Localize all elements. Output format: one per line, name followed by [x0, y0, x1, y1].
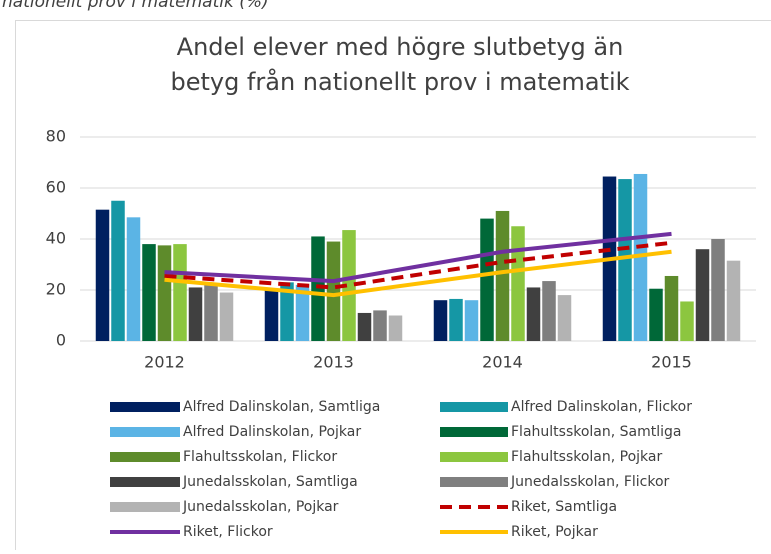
bar [96, 210, 110, 341]
bar [527, 287, 541, 341]
bar [311, 236, 325, 341]
bar [480, 219, 494, 341]
bar [173, 244, 187, 341]
y-tick-label: 0 [56, 331, 66, 350]
y-tick-label: 60 [46, 178, 66, 197]
bar [158, 245, 172, 341]
legend-swatch [110, 427, 180, 437]
legend-label: Junedalsskolan, Flickor [510, 474, 670, 490]
bar [558, 295, 572, 341]
legend-label: Riket, Pojkar [511, 524, 598, 540]
bar [496, 211, 510, 341]
bar [649, 289, 663, 341]
bar [711, 239, 725, 341]
bar [618, 179, 632, 341]
legend-label: Riket, Samtliga [511, 499, 617, 515]
bar [727, 261, 741, 341]
chart-title: betyg från nationellt prov i matematik [170, 67, 629, 96]
legend-swatch [110, 402, 180, 412]
x-tick-label: 2013 [313, 353, 354, 372]
legend-label: Flahultsskolan, Samtliga [511, 424, 682, 440]
bar [373, 310, 387, 341]
bar [511, 226, 525, 341]
bar [220, 293, 234, 341]
x-tick-label: 2015 [651, 353, 692, 372]
y-tick-label: 20 [46, 280, 66, 299]
legend-label: Flahultsskolan, Pojkar [511, 449, 662, 465]
caption: nationellt prov i matematik (%) [2, 0, 269, 12]
bar [665, 276, 679, 341]
bar [189, 287, 203, 341]
legend-swatch [110, 452, 180, 462]
legend-swatch [440, 427, 508, 437]
x-tick-label: 2014 [482, 353, 523, 372]
bar [204, 285, 218, 341]
bar [327, 242, 341, 341]
bar [696, 249, 710, 341]
bar [142, 244, 156, 341]
legend-swatch [440, 452, 508, 462]
legend-swatch [110, 502, 180, 512]
x-tick-label: 2012 [144, 353, 185, 372]
bar [111, 201, 125, 341]
y-tick-label: 80 [46, 127, 66, 146]
legend-label: Flahultsskolan, Flickor [183, 449, 337, 465]
legend-label: Alfred Dalinskolan, Flickor [511, 399, 692, 415]
bar [358, 313, 372, 341]
bar [680, 301, 694, 341]
legend-swatch [440, 402, 508, 412]
legend-label: Junedalsskolan, Samtliga [182, 474, 358, 490]
legend-swatch [440, 477, 508, 487]
bar [542, 281, 556, 341]
legend-label: Riket, Flickor [183, 524, 273, 540]
bar [389, 316, 403, 342]
chart-title: Andel elever med högre slutbetyg än [177, 33, 624, 61]
legend-label: Alfred Dalinskolan, Samtliga [183, 399, 380, 415]
legend-swatch [110, 477, 180, 487]
bar [127, 217, 141, 341]
bar [449, 299, 463, 341]
bar [265, 290, 279, 341]
legend-label: Alfred Dalinskolan, Pojkar [183, 424, 361, 440]
y-tick-label: 40 [46, 229, 66, 248]
legend-label: Junedalsskolan, Pojkar [182, 499, 339, 515]
bar [465, 300, 479, 341]
bar [434, 300, 448, 341]
